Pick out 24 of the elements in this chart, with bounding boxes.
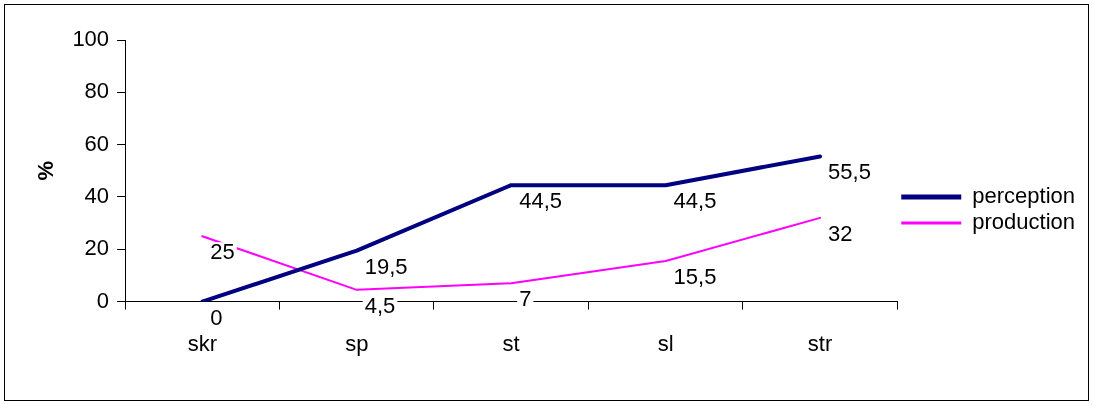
data-label: 7: [519, 286, 532, 312]
data-label: 32: [828, 220, 853, 246]
y-tick-label: 20: [84, 235, 110, 261]
data-label: 19,5: [364, 253, 408, 279]
data-label: 44,5: [673, 188, 717, 214]
data-label: 25: [210, 239, 235, 265]
y-tick-label: 0: [96, 287, 110, 313]
data-label: 55,5: [828, 159, 871, 185]
x-tick-label: sp: [345, 330, 369, 356]
data-label: 15,5: [673, 264, 717, 290]
data-label: 4,5: [364, 292, 396, 318]
y-tick-label: 80: [84, 78, 110, 104]
x-tick-label: sl: [657, 330, 674, 356]
data-label: 44,5: [519, 188, 563, 214]
x-tick-label: skr: [187, 330, 217, 356]
x-tick-label: str: [807, 330, 833, 356]
legend-label: production: [972, 209, 1076, 235]
y-tick-label: 60: [84, 130, 110, 156]
y-tick-label: 100: [72, 26, 110, 52]
x-tick-label: st: [502, 330, 520, 356]
y-tick-label: 40: [84, 183, 110, 209]
data-label: 0: [210, 304, 223, 330]
y-axis-title: %: [33, 161, 59, 181]
legend-label: perception: [972, 183, 1076, 209]
